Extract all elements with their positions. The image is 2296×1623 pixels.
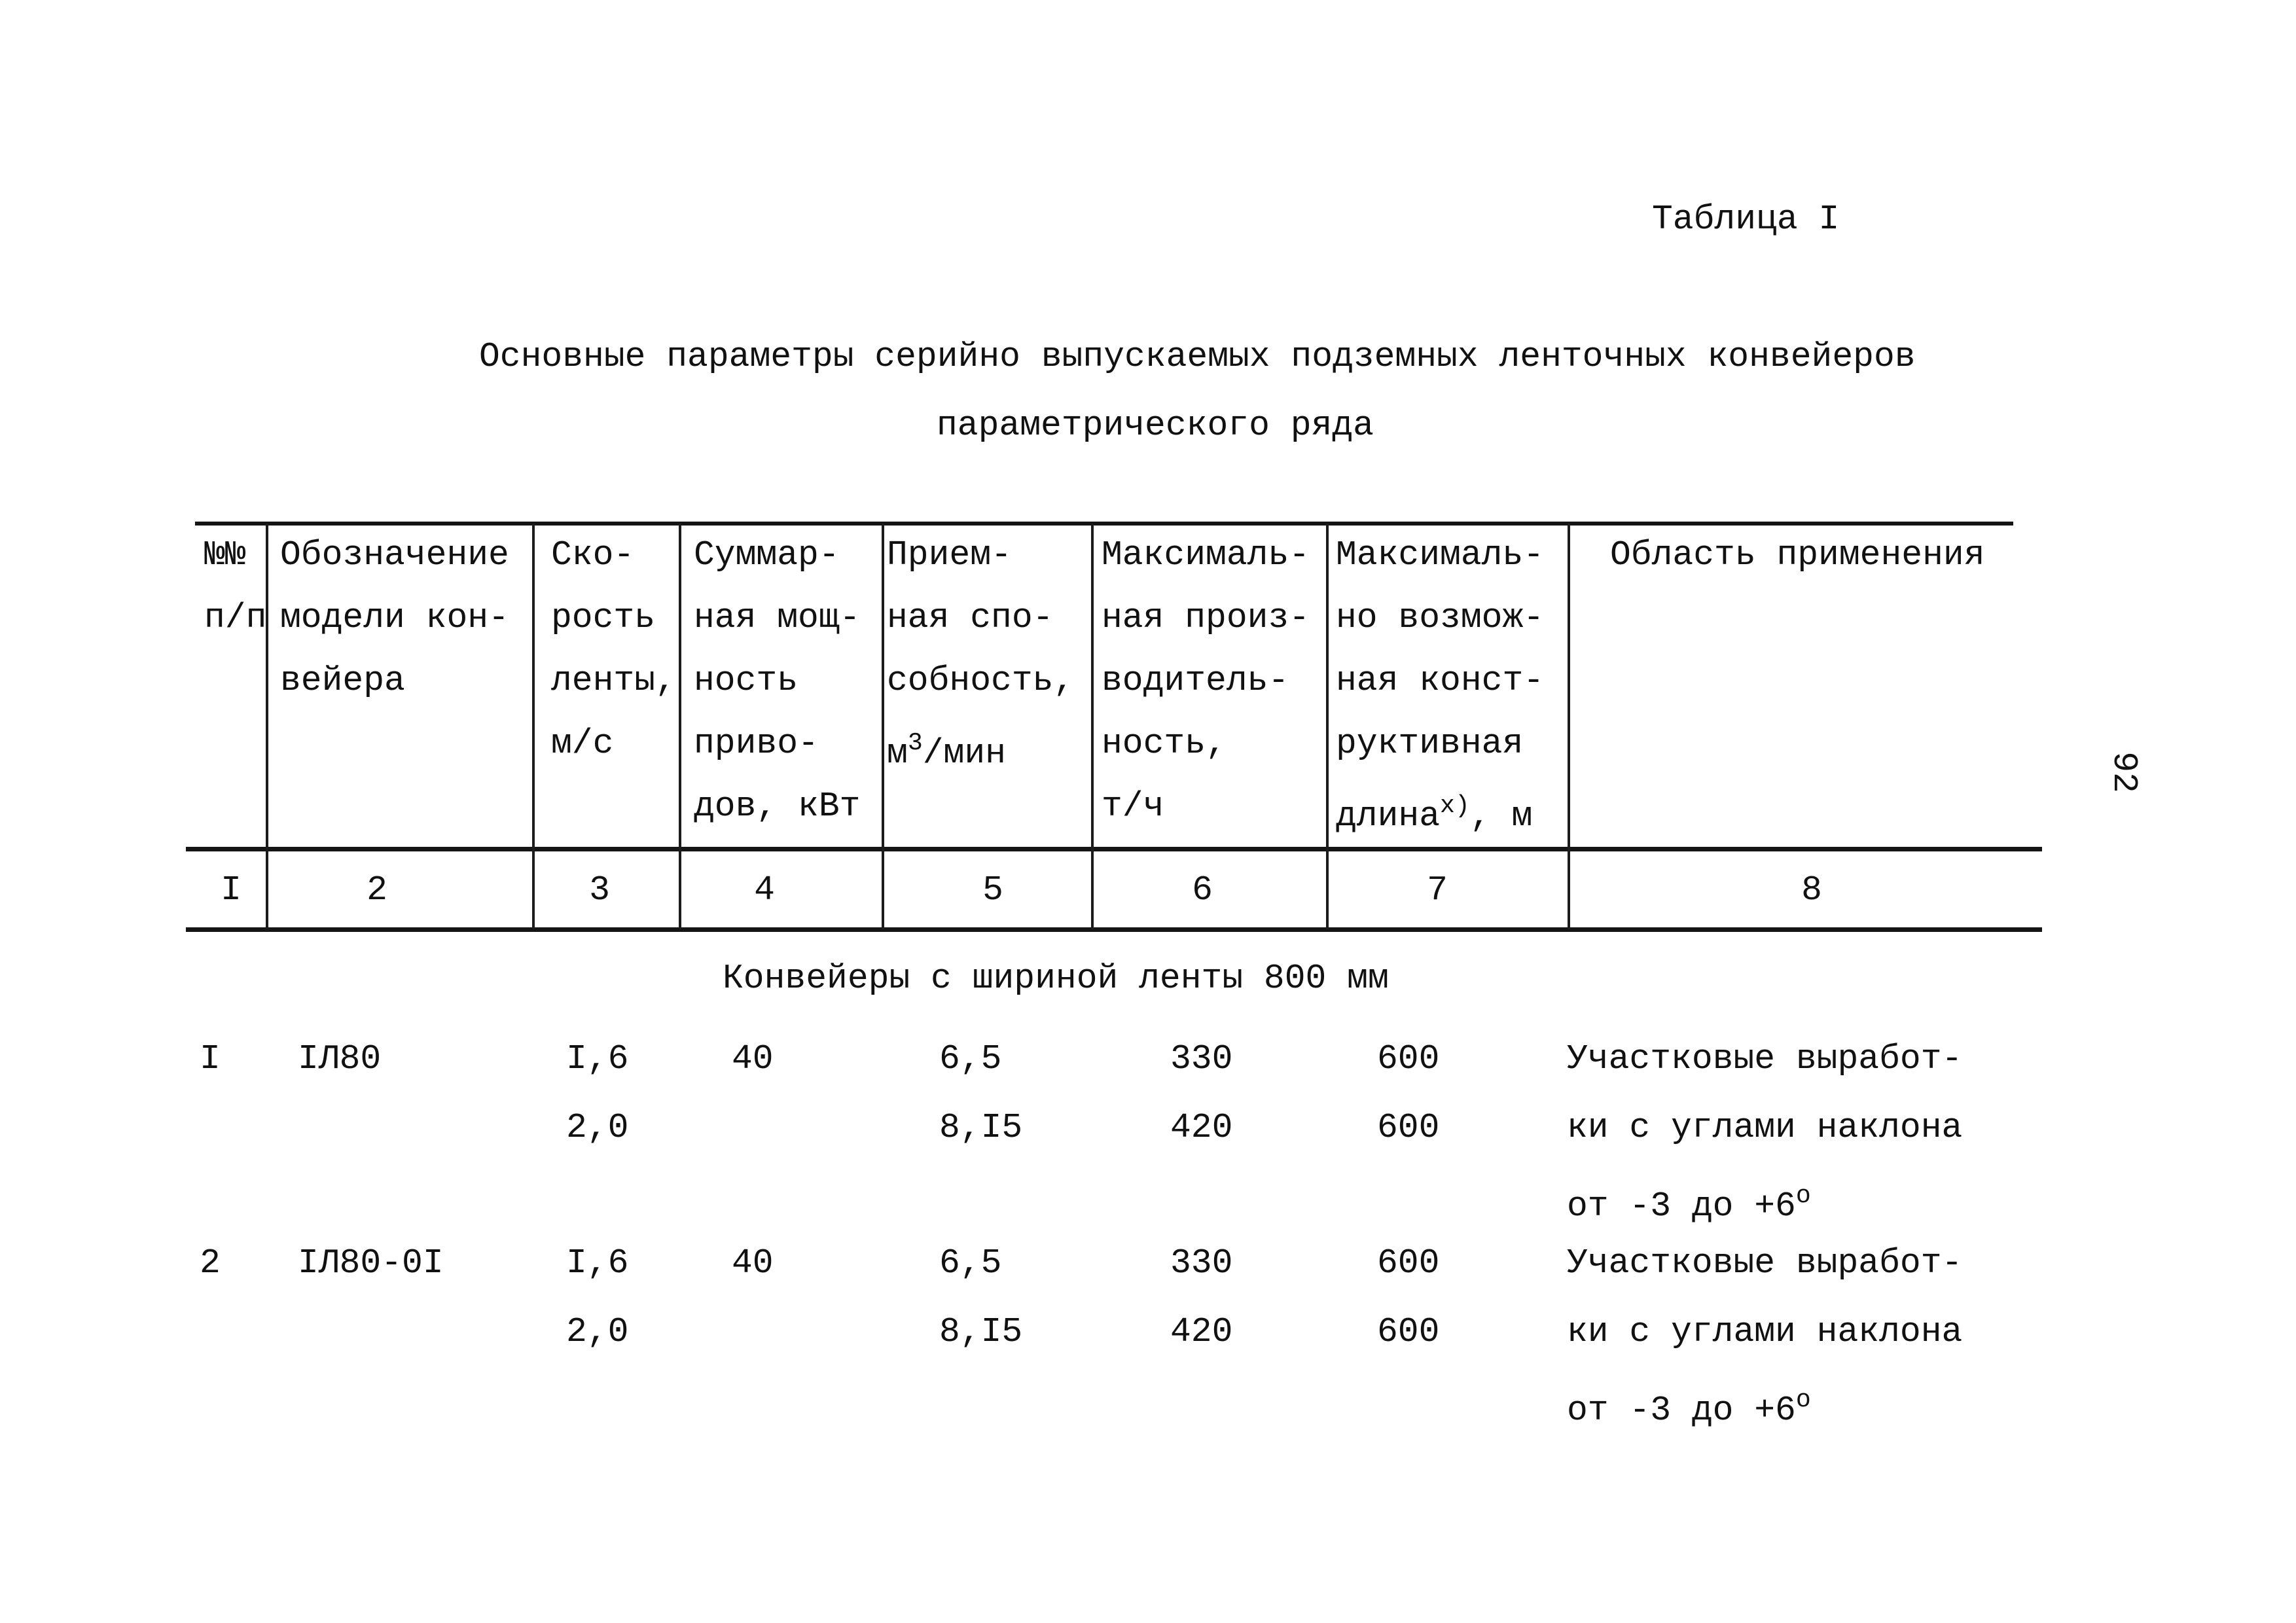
- column-number-5: 5: [982, 870, 1003, 910]
- length-value-2: 600: [1377, 1108, 1440, 1147]
- page-number: 92: [2104, 751, 2144, 793]
- section-header-belt-width: Конвейеры с шириной ленты 800 мм: [723, 959, 1389, 998]
- capacity-value-1: 6,5: [939, 1039, 1002, 1079]
- drive-power-value: 40: [732, 1039, 774, 1079]
- header-col-length-unit: длинах), м: [1336, 775, 1532, 847]
- table-top-border: [195, 522, 2013, 526]
- column-divider-5: [1091, 524, 1094, 929]
- application-text-line1: Участковые выработ-: [1567, 1039, 1963, 1079]
- capacity-value-1: 6,5: [939, 1243, 1002, 1283]
- application-text-line3: от -3 до +6о: [1567, 1379, 1811, 1432]
- conveyor-model: IЛ80-0I: [298, 1243, 444, 1283]
- length-value-1: 600: [1377, 1039, 1440, 1079]
- length-unit-rest: , м: [1469, 796, 1533, 836]
- column-number-6: 6: [1192, 870, 1213, 910]
- length-value-2: 600: [1377, 1312, 1440, 1351]
- belt-speed-value-2: 2,0: [566, 1312, 629, 1351]
- header-col-number: №№ п/п: [204, 535, 267, 637]
- column-divider-1: [266, 524, 268, 929]
- column-number-4: 4: [754, 870, 775, 910]
- conveyor-model: IЛ80: [298, 1039, 382, 1079]
- degree-superscript: о: [1795, 1386, 1811, 1414]
- capacity-unit-rest: /мин: [922, 734, 1006, 773]
- application-text-line2: ки с углами наклона: [1567, 1108, 1963, 1147]
- productivity-value-1: 330: [1170, 1243, 1233, 1283]
- header-col-capacity-unit: м3/мин: [887, 712, 1006, 785]
- application-text-line3: от -3 до +6о: [1567, 1175, 1811, 1228]
- capacity-value-2: 8,I5: [939, 1108, 1023, 1147]
- table-caption: Таблица I: [1652, 200, 1840, 239]
- column-number-2: 2: [367, 870, 387, 910]
- row-number: I: [200, 1039, 221, 1079]
- application-text-line1: Участковые выработ-: [1567, 1243, 1963, 1283]
- header-col-capacity: Прием- ная спо- собность,: [887, 535, 1075, 700]
- incline-range-text: от -3 до +6: [1567, 1186, 1796, 1226]
- document-title-line1: Основные параметры серийно выпускаемых п…: [479, 337, 1916, 376]
- header-col-speed: Ско- рость ленты, м/с: [551, 535, 676, 763]
- header-col-length: Максималь- но возмож- ная конст- руктивн…: [1336, 535, 1545, 763]
- column-divider-3: [679, 524, 681, 929]
- belt-speed-value-2: 2,0: [566, 1108, 629, 1147]
- capacity-unit-superscript: 3: [907, 729, 923, 757]
- incline-range-text: от -3 до +6: [1567, 1391, 1796, 1430]
- productivity-value-1: 330: [1170, 1039, 1233, 1079]
- degree-superscript: о: [1795, 1182, 1811, 1210]
- belt-speed-value-1: I,6: [566, 1039, 629, 1079]
- length-unit-base: длина: [1336, 796, 1441, 836]
- capacity-unit-base: м: [887, 734, 908, 773]
- column-number-3: 3: [589, 870, 610, 910]
- length-value-1: 600: [1377, 1243, 1440, 1283]
- header-col-application: Область применения: [1610, 535, 1985, 575]
- column-number-1: I: [221, 870, 242, 910]
- table-header-bottom-border: [186, 847, 2042, 851]
- column-number-8: 8: [1801, 870, 1822, 910]
- productivity-value-2: 420: [1170, 1108, 1233, 1147]
- header-col-productivity: Максималь- ная произ- водитель- ность, т…: [1102, 535, 1310, 826]
- header-col-power: Суммар- ная мощ- ность приво- дов, кВт: [694, 535, 861, 826]
- column-divider-6: [1326, 524, 1329, 929]
- capacity-value-2: 8,I5: [939, 1312, 1023, 1351]
- application-text-line2: ки с углами наклона: [1567, 1312, 1963, 1351]
- length-unit-superscript: х): [1440, 792, 1470, 820]
- drive-power-value: 40: [732, 1243, 774, 1283]
- productivity-value-2: 420: [1170, 1312, 1233, 1351]
- belt-speed-value-1: I,6: [566, 1243, 629, 1283]
- column-number-7: 7: [1427, 870, 1448, 910]
- column-divider-2: [532, 524, 535, 929]
- row-number: 2: [200, 1243, 221, 1283]
- column-divider-4: [882, 524, 884, 929]
- document-title-line2: параметрического ряда: [937, 406, 1374, 445]
- column-divider-7: [1568, 524, 1570, 929]
- header-col-model: Обозначение модели кон- вейера: [280, 535, 509, 700]
- table-colnum-bottom-border: [186, 927, 2042, 932]
